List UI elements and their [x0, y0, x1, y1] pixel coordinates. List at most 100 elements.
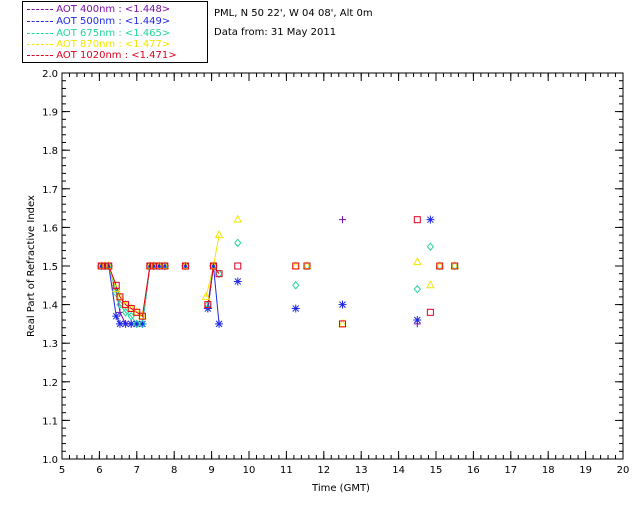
data-point-square [138, 312, 146, 320]
x-tick-label: 10 [243, 465, 256, 476]
data-point-asterisk [112, 312, 121, 321]
data-point-triangle [426, 280, 435, 289]
y-axis-label: Real Part of Refractive Index [26, 195, 37, 337]
x-tick-label: 15 [430, 465, 443, 476]
data-point-square [181, 262, 189, 270]
data-point-asterisk [127, 319, 136, 328]
data-point-asterisk [338, 300, 347, 309]
series-lines [101, 235, 220, 325]
y-tick-label: 1.0 [42, 455, 58, 466]
x-tick-label: 17 [504, 465, 517, 476]
data-point-square [122, 301, 130, 309]
data-point-square [413, 216, 421, 224]
data-point-asterisk [413, 316, 422, 325]
data-point-square [112, 281, 120, 289]
data-point-diamond [234, 238, 242, 248]
legend-swatch-400nm [27, 8, 53, 10]
y-tick-label: 1.6 [42, 223, 58, 234]
data-point-triangle [214, 230, 224, 239]
data-point-triangle [233, 214, 243, 223]
x-tick-label: 20 [617, 465, 630, 476]
data-point-square [97, 262, 105, 270]
x-tick-label: 19 [579, 465, 592, 476]
legend-swatch-500nm [27, 20, 53, 22]
data-point-asterisk [104, 262, 113, 270]
data-point-asterisk [138, 319, 147, 328]
data-point-asterisk [155, 262, 164, 270]
data-point-triangle [412, 257, 422, 266]
x-tick-label: 6 [96, 465, 102, 476]
y-tick-label: 1.7 [42, 185, 58, 196]
data-point-square [204, 301, 212, 309]
legend-label-675nm: AOT 675nm : <1.465> [56, 28, 171, 39]
legend-label-400nm: AOT 400nm : <1.448> [56, 4, 171, 15]
x-tick-label: 7 [134, 465, 140, 476]
legend-label-500nm: AOT 500nm : <1.449> [56, 16, 171, 27]
data-point-square [234, 262, 242, 270]
legend-label-1020nm: AOT 1020nm : <1.471> [56, 50, 177, 61]
data-point-diamond [413, 284, 421, 294]
x-tick-label: 18 [542, 465, 555, 476]
data-point-asterisk [132, 319, 141, 328]
data-point-square [116, 293, 124, 301]
data-point-square [105, 262, 113, 270]
x-tick-label: 14 [392, 465, 405, 476]
data-point-asterisk [209, 262, 218, 270]
axes: 5 6 7 8 9 10 11 12 13 14 15 16 17 18 19 20 1.0 1.1 1.2 1.3 1… [42, 69, 629, 476]
data-point-asterisk [160, 262, 169, 270]
y-tick-label: 1.2 [42, 378, 58, 389]
data-point-diamond [133, 319, 141, 329]
x-tick-label: 9 [208, 465, 214, 476]
data-point-asterisk [215, 319, 224, 328]
data-markers [96, 214, 460, 329]
y-tick-label: 1.3 [42, 339, 58, 350]
x-tick-label: 11 [280, 465, 293, 476]
data-point-square [436, 262, 444, 270]
data-point-plus [339, 216, 346, 224]
legend-swatch-1020nm [27, 54, 53, 56]
legend-item-1020nm: AOT 1020nm : <1.471> [27, 50, 177, 61]
data-point-square [451, 262, 459, 270]
data-point-square [161, 262, 169, 270]
y-tick-label: 2.0 [42, 69, 58, 80]
data-point-square [101, 262, 109, 270]
data-point-square [303, 262, 311, 270]
y-tick-label: 1.5 [42, 262, 58, 273]
data-point-square [215, 270, 223, 278]
x-tick-label: 12 [317, 465, 330, 476]
data-point-square [127, 304, 135, 312]
site-info: PML, N 50 22', W 04 08', Alt 0m [214, 8, 373, 19]
y-tick-label: 1.8 [42, 146, 58, 157]
data-point-asterisk [115, 319, 124, 328]
data-point-square [133, 308, 141, 316]
legend-item-400nm: AOT 400nm : <1.448> [27, 4, 170, 15]
x-tick-label: 13 [355, 465, 368, 476]
x-tick-label: 8 [171, 465, 177, 476]
data-point-asterisk [181, 262, 190, 270]
data-point-asterisk [121, 319, 130, 328]
data-point-asterisk [233, 277, 242, 286]
legend: AOT 400nm : <1.448> AOT 500nm : <1.449> … [22, 1, 208, 63]
legend-item-870nm: AOT 870nm : <1.477> [27, 39, 170, 50]
data-point-diamond [138, 319, 147, 329]
data-point-diamond [116, 300, 124, 309]
data-point-asterisk [149, 262, 158, 270]
legend-item-500nm: AOT 500nm : <1.449> [27, 16, 170, 27]
x-tick-label: 5 [59, 465, 65, 476]
legend-item-675nm: AOT 675nm : <1.465> [27, 28, 170, 39]
y-tick-label: 1.9 [42, 108, 58, 119]
data-point-square [292, 262, 300, 270]
data-point-square [339, 320, 346, 328]
date-info: Data from: 31 May 2011 [214, 27, 337, 38]
legend-swatch-870nm [27, 43, 53, 45]
y-tick-label: 1.1 [42, 416, 58, 427]
data-point-square [146, 262, 154, 270]
legend-swatch-675nm [27, 32, 53, 34]
data-point-square [426, 308, 434, 316]
y-tick-label: 1.4 [42, 301, 58, 312]
data-point-asterisk [426, 215, 435, 224]
data-point-diamond [426, 242, 435, 251]
x-tick-label: 16 [467, 465, 480, 476]
data-point-triangle [201, 291, 211, 300]
